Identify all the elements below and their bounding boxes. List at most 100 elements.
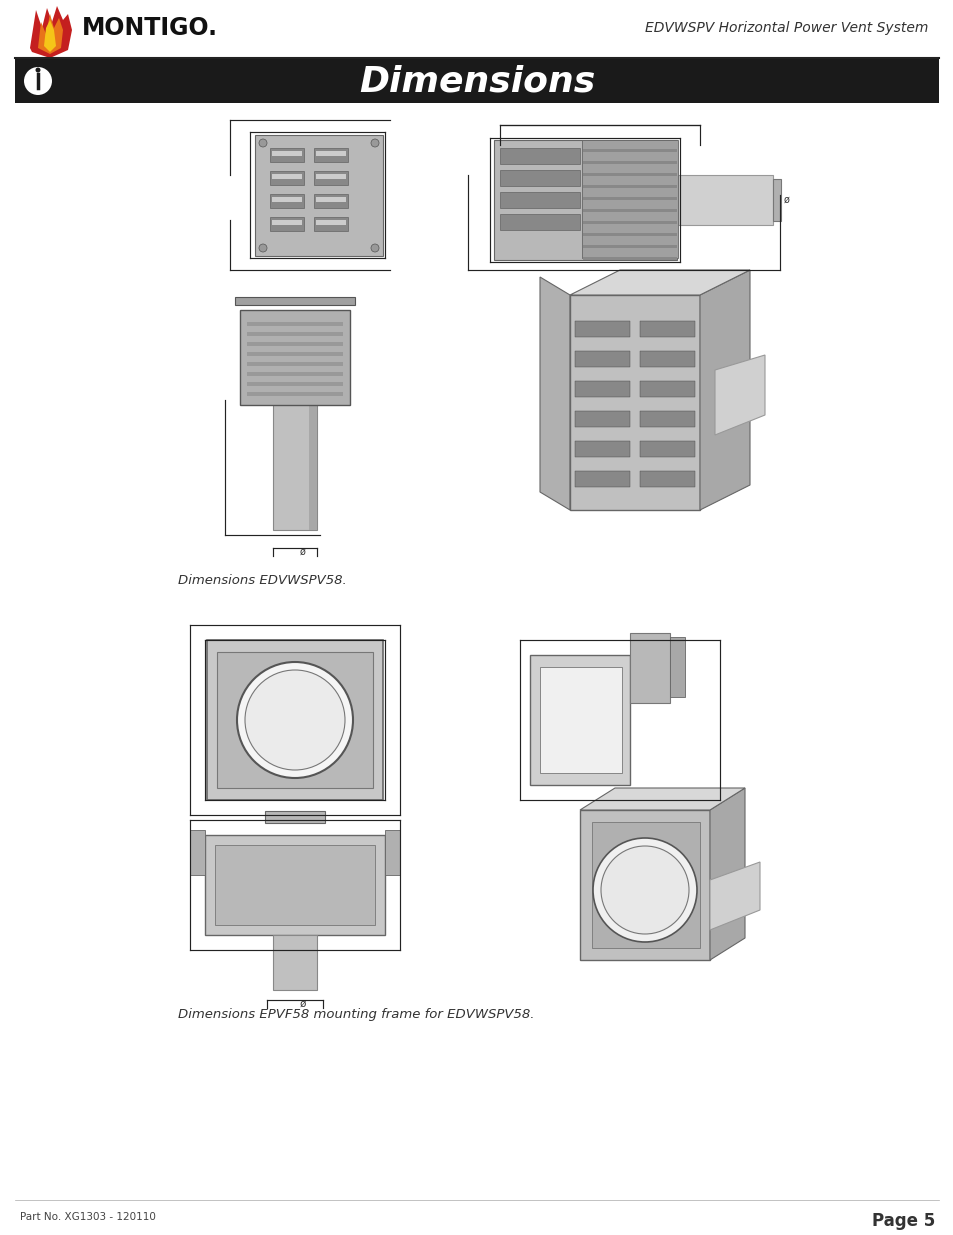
- Bar: [575, 321, 629, 337]
- Text: Page 5: Page 5: [871, 1212, 934, 1230]
- Circle shape: [24, 67, 52, 95]
- Polygon shape: [38, 14, 63, 54]
- Bar: [582, 161, 677, 164]
- Bar: [315, 220, 346, 225]
- Bar: [582, 221, 677, 224]
- Bar: [272, 220, 302, 225]
- Circle shape: [258, 140, 267, 147]
- Bar: [530, 655, 629, 785]
- Circle shape: [600, 846, 688, 934]
- Bar: [582, 149, 677, 152]
- Bar: [240, 310, 350, 405]
- Bar: [207, 640, 382, 800]
- Bar: [265, 811, 325, 823]
- Bar: [314, 170, 348, 185]
- Bar: [582, 173, 677, 177]
- Bar: [639, 321, 695, 337]
- Bar: [273, 400, 316, 530]
- Text: Dimensions: Dimensions: [358, 64, 595, 98]
- Bar: [216, 652, 373, 788]
- Text: ø: ø: [299, 547, 306, 557]
- Bar: [575, 382, 629, 396]
- Bar: [639, 471, 695, 487]
- Text: Dimensions EDVWSPV58.: Dimensions EDVWSPV58.: [178, 574, 346, 587]
- Bar: [639, 441, 695, 457]
- Bar: [678, 175, 772, 225]
- Bar: [270, 170, 304, 185]
- Bar: [272, 151, 302, 156]
- Bar: [772, 179, 781, 221]
- Bar: [273, 935, 316, 990]
- Bar: [582, 209, 677, 212]
- Circle shape: [245, 671, 345, 769]
- Bar: [639, 351, 695, 367]
- Bar: [272, 174, 302, 179]
- Bar: [582, 257, 677, 261]
- Bar: [582, 233, 677, 236]
- Bar: [205, 835, 385, 935]
- Bar: [247, 322, 343, 326]
- Polygon shape: [579, 788, 744, 810]
- Circle shape: [371, 140, 378, 147]
- Bar: [592, 823, 700, 948]
- Bar: [629, 634, 669, 703]
- Bar: [314, 217, 348, 231]
- Bar: [639, 411, 695, 427]
- Bar: [499, 148, 579, 164]
- Bar: [499, 170, 579, 186]
- Bar: [270, 194, 304, 207]
- Bar: [247, 391, 343, 396]
- Text: Part No. XG1303 - 120110: Part No. XG1303 - 120110: [20, 1212, 155, 1221]
- Bar: [15, 59, 938, 103]
- Bar: [247, 382, 343, 387]
- Polygon shape: [709, 788, 744, 960]
- Bar: [575, 411, 629, 427]
- Bar: [270, 217, 304, 231]
- Bar: [575, 471, 629, 487]
- Bar: [247, 352, 343, 356]
- Text: ø: ø: [299, 999, 306, 1009]
- Circle shape: [258, 245, 267, 252]
- Text: MONTIGO.: MONTIGO.: [82, 16, 218, 40]
- Polygon shape: [700, 270, 749, 510]
- Bar: [579, 810, 709, 960]
- Bar: [214, 845, 375, 925]
- Bar: [385, 830, 399, 876]
- Bar: [581, 140, 678, 258]
- Bar: [247, 332, 343, 336]
- Bar: [582, 245, 677, 248]
- Circle shape: [35, 68, 40, 73]
- Bar: [254, 135, 382, 256]
- Bar: [639, 382, 695, 396]
- Bar: [314, 194, 348, 207]
- Bar: [575, 351, 629, 367]
- Bar: [247, 372, 343, 375]
- Polygon shape: [569, 270, 749, 295]
- Polygon shape: [30, 6, 71, 58]
- Bar: [499, 191, 579, 207]
- Bar: [669, 637, 684, 697]
- Bar: [272, 198, 302, 203]
- Bar: [314, 148, 348, 162]
- Text: EDVWSPV Horizontal Power Vent System: EDVWSPV Horizontal Power Vent System: [644, 21, 927, 35]
- Polygon shape: [709, 862, 760, 930]
- Bar: [247, 342, 343, 346]
- Bar: [270, 148, 304, 162]
- Polygon shape: [44, 20, 56, 52]
- Bar: [315, 174, 346, 179]
- Text: Dimensions EPVF58 mounting frame for EDVWSPV58.: Dimensions EPVF58 mounting frame for EDV…: [178, 1008, 534, 1021]
- Circle shape: [593, 839, 697, 942]
- Polygon shape: [714, 354, 764, 435]
- Bar: [190, 830, 205, 876]
- Bar: [539, 667, 621, 773]
- Polygon shape: [539, 277, 569, 510]
- Bar: [247, 362, 343, 366]
- Circle shape: [236, 662, 353, 778]
- Bar: [234, 296, 355, 305]
- Text: ø: ø: [783, 195, 789, 205]
- Bar: [315, 151, 346, 156]
- Bar: [309, 400, 316, 530]
- Bar: [582, 185, 677, 188]
- Bar: [494, 140, 677, 261]
- Circle shape: [371, 245, 378, 252]
